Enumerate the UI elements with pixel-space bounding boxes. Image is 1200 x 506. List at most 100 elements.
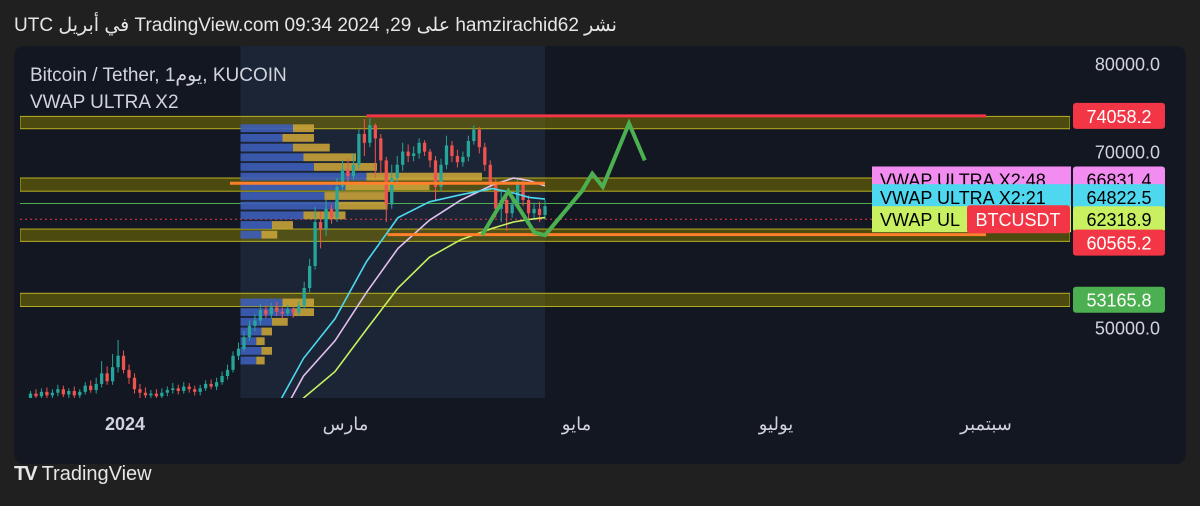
volume-bar-yellow: [261, 327, 272, 336]
indicator-legend[interactable]: VWAP ULTRA X2: [30, 92, 179, 113]
brand-label: TradingView: [41, 463, 152, 485]
volume-bar-blue: [240, 163, 314, 171]
candle-body: [39, 391, 44, 397]
symbol-legend[interactable]: Bitcoin / Tether, 1يوم, KUCOIN: [30, 65, 287, 86]
x-tick-label: 2024: [105, 414, 145, 434]
volume-bar-blue: [240, 172, 367, 181]
candle-body: [45, 391, 49, 396]
candle-body: [247, 325, 252, 338]
volume-bar-blue: [240, 182, 346, 191]
volume-bar-blue: [240, 298, 283, 307]
volume-bar-yellow: [272, 317, 288, 326]
candle-body: [225, 369, 230, 376]
volume-bar-yellow: [314, 163, 377, 171]
price-label: 74058.2: [1086, 107, 1151, 127]
candle-body: [78, 391, 82, 396]
candle-body: [50, 392, 55, 396]
series-label: VWAP ULTRA X2:21: [880, 188, 1046, 208]
candle-body: [182, 386, 186, 391]
volume-bar-blue: [240, 124, 293, 133]
candle-body: [537, 208, 542, 215]
candle-body: [258, 310, 263, 321]
candle-body: [242, 337, 246, 349]
candle-body: [450, 145, 454, 156]
volume-bar-yellow: [324, 192, 388, 200]
candle-body: [198, 388, 202, 392]
candle-body: [269, 307, 273, 315]
volume-bar-blue: [240, 143, 293, 152]
candle-body: [67, 390, 71, 395]
footer-brand[interactable]: TV TradingView: [14, 463, 152, 486]
candle-body: [428, 151, 432, 161]
volume-bar-yellow: [256, 356, 265, 365]
volume-bar-yellow: [282, 134, 314, 142]
candle-body: [433, 160, 438, 187]
candle-body: [406, 151, 410, 156]
candle-body: [165, 390, 169, 393]
zone-3: [20, 292, 1070, 307]
candle-body: [466, 141, 471, 157]
chart-panel[interactable]: 80000.0 70000.0 50000.0 2024 مارس مايو يوليو سب…: [14, 46, 1186, 464]
price-label: 53165.8: [1086, 291, 1151, 311]
candle-body: [154, 393, 159, 397]
y-tick-label: 80000.0: [1095, 55, 1160, 75]
candle-body: [61, 389, 65, 395]
candle-body: [286, 309, 290, 314]
candle-body: [417, 142, 421, 154]
candle-body: [214, 382, 219, 387]
candle-body: [138, 389, 142, 393]
candle-body: [318, 222, 323, 230]
candle-body: [171, 388, 175, 391]
candle-body: [461, 156, 465, 163]
candle-body: [297, 305, 301, 313]
volume-bar-blue: [240, 346, 262, 355]
candle-body: [373, 125, 377, 139]
candle-body: [308, 266, 312, 288]
volume-bar-blue: [240, 221, 272, 229]
candle-body: [94, 383, 98, 391]
candle-body: [395, 164, 399, 178]
candle-body: [494, 182, 498, 209]
candle-body: [176, 388, 180, 391]
candle-body: [160, 392, 164, 397]
price-label: 64822.5: [1086, 188, 1151, 208]
volume-bar-yellow: [256, 337, 265, 346]
candle-body: [220, 376, 224, 383]
candle-body: [444, 145, 449, 165]
volume-bar-yellow: [335, 201, 388, 210]
candle-body: [193, 389, 197, 392]
candle-body: [510, 204, 514, 214]
candle-body: [121, 355, 126, 370]
plot-area: [20, 46, 1070, 398]
candle-body: [187, 386, 191, 390]
price-label-box: [1073, 286, 1165, 313]
candle-body: [455, 156, 460, 163]
x-tick-label: يوليو: [758, 414, 794, 435]
symbol-tag-box: [967, 205, 1070, 234]
candle-body: [340, 169, 345, 187]
price-chart[interactable]: 80000.0 70000.0 50000.0 2024 مارس مايو يوليو سب…: [14, 46, 1186, 464]
volume-bar-blue: [240, 153, 304, 162]
price-label: 60565.2: [1086, 234, 1151, 254]
candle-body: [302, 288, 306, 306]
volume-bar-blue: [240, 192, 325, 200]
candle-body: [324, 208, 328, 230]
candle-body: [291, 309, 295, 313]
candle-body: [100, 373, 104, 384]
candle-body: [543, 206, 547, 215]
candle-body: [422, 142, 427, 152]
volume-bar-blue: [240, 337, 257, 346]
candle-body: [401, 151, 405, 165]
candle-body: [149, 393, 153, 396]
candle-body: [379, 138, 383, 161]
projection-arrow: [480, 118, 647, 238]
y-tick-label: 50000.0: [1095, 319, 1160, 339]
candle-body: [34, 393, 38, 397]
price-label-box: [1073, 184, 1165, 211]
candle-body: [28, 393, 33, 398]
candle-body: [362, 134, 367, 143]
price-label: 62318.9: [1086, 210, 1151, 230]
candle-body: [83, 385, 87, 392]
candle-body: [532, 208, 536, 214]
publish-header: نشر hamzirachid62 على TradingView.com 09…: [14, 15, 617, 36]
